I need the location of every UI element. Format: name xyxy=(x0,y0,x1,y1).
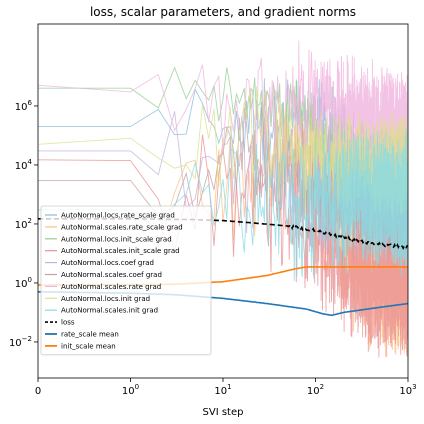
chart-title: loss, scalar parameters, and gradient no… xyxy=(90,5,356,19)
x-tick-label: 100 xyxy=(122,383,139,397)
legend-label: AutoNormal.scales.rate grad xyxy=(61,283,161,291)
x-tick-label: 103 xyxy=(399,383,416,397)
legend-label: AutoNormal.scales.init_scale grad xyxy=(61,247,180,255)
y-tick-label: 104 xyxy=(15,158,33,172)
legend-label: rate_scale mean xyxy=(61,331,119,339)
y-tick-label: 106 xyxy=(15,99,33,113)
legend-label: AutoNormal.locs.coef grad xyxy=(61,259,154,267)
legend: AutoNormal.locs.rate_scale grad AutoNorma… xyxy=(40,205,212,356)
legend-label: AutoNormal.locs.rate_scale grad xyxy=(61,212,175,220)
series-line xyxy=(38,133,408,358)
legend-label: AutoNormal.locs.init grad xyxy=(61,295,150,303)
legend-label: AutoNormal.scales.rate_scale grad xyxy=(61,223,183,231)
legend-label: loss xyxy=(61,319,75,327)
legend-label: init_scale mean xyxy=(61,342,116,350)
x-axis-label: SVI step xyxy=(203,407,244,418)
x-tick-label: 101 xyxy=(214,383,231,397)
y-axis: 10−2 100 102 104 106 xyxy=(9,99,38,349)
legend-label: AutoNormal.scales.coef grad xyxy=(61,271,162,279)
legend-box xyxy=(40,205,212,356)
x-tick-label: 102 xyxy=(307,383,324,397)
series-line xyxy=(38,128,408,282)
legend-label: AutoNormal.scales.init grad xyxy=(61,307,158,315)
y-tick-label: 102 xyxy=(15,217,32,231)
y-tick-label: 10−2 xyxy=(9,335,32,349)
x-tick-label: 0 xyxy=(35,386,41,397)
legend-label: AutoNormal.locs.init_scale grad xyxy=(61,235,172,243)
x-axis: 0 100 101 102 103 xyxy=(35,378,417,397)
y-tick-label: 100 xyxy=(15,276,32,290)
